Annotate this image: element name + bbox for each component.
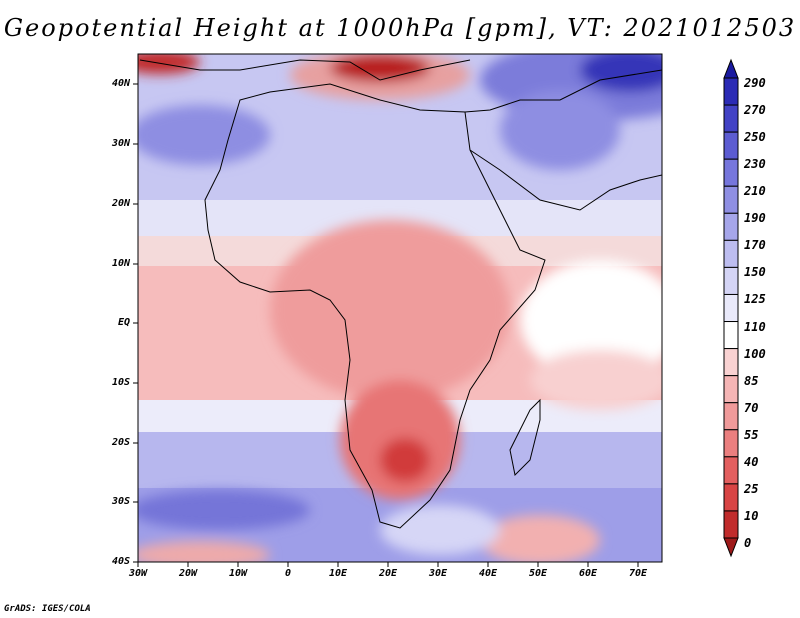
- colorbar-boxes: [723, 77, 739, 539]
- lat-tick-label: 20N: [111, 198, 130, 209]
- lat-tick-label: 10N: [111, 258, 130, 269]
- colorbar-level-label: 70: [744, 400, 759, 415]
- axis-ticks: [133, 83, 639, 567]
- colorbar-level-label: 100: [744, 346, 766, 361]
- colorbar-level-label: 10: [744, 508, 759, 523]
- colorbar-box: [723, 266, 739, 295]
- colorbar-level-label: 210: [744, 184, 766, 199]
- colorbar-max-arrow: [723, 58, 739, 79]
- lon-tick-label: 20W: [178, 568, 198, 579]
- lon-tick-label: 70E: [628, 568, 648, 579]
- coastlines: [139, 59, 662, 529]
- lon-tick-label: 30E: [428, 568, 448, 579]
- colorbar-box: [723, 456, 739, 485]
- lon-tick-label: 10W: [228, 568, 248, 579]
- lat-tick-label: 40N: [111, 78, 130, 89]
- colorbar: [723, 58, 739, 558]
- colorbar-level-label: 190: [744, 211, 766, 226]
- colorbar-level-label: 85: [744, 373, 759, 388]
- colorbar-min-arrow: [723, 537, 739, 558]
- colorbar-box: [723, 402, 739, 431]
- colorbar-box: [723, 158, 739, 187]
- colorbar-level-label: 25: [744, 481, 759, 496]
- colorbar-level-label: 150: [744, 265, 766, 280]
- lon-tick-label: 20E: [378, 568, 398, 579]
- colorbar-level-label: 270: [744, 103, 766, 118]
- lat-tick-label: 40S: [111, 556, 130, 567]
- colorbar-box: [723, 185, 739, 214]
- colorbar-level-label: 250: [744, 130, 766, 145]
- lat-tick-label: 30S: [111, 496, 130, 507]
- lat-tick-label: EQ: [117, 317, 130, 328]
- colorbar-level-label: 125: [744, 292, 766, 307]
- colorbar-level-label: 290: [744, 76, 766, 90]
- colorbar-level-label: 230: [744, 157, 766, 172]
- lon-tick-label: 60E: [578, 568, 598, 579]
- colorbar-box: [723, 510, 739, 539]
- colorbar-level-label: 55: [744, 427, 759, 442]
- plot-frame: [137, 53, 663, 563]
- colorbar-box: [723, 293, 739, 323]
- colorbar-box: [723, 104, 739, 133]
- colorbar-box: [723, 321, 739, 350]
- colorbar-box: [723, 239, 739, 268]
- colorbar-level-label: 0: [744, 536, 752, 550]
- lon-tick-label: 40E: [478, 568, 498, 579]
- lon-tick-label: 50E: [528, 568, 548, 579]
- credit-text: GrADS: IGES/COLA: [4, 604, 91, 614]
- lat-tick-label: 10S: [111, 377, 130, 388]
- colorbar-box: [723, 429, 739, 458]
- colorbar-box: [723, 375, 739, 404]
- lat-tick-label: 20S: [111, 437, 130, 448]
- colorbar-box: [723, 77, 739, 106]
- lat-tick-label: 30N: [111, 138, 130, 149]
- colorbar-box: [723, 212, 739, 241]
- lon-tick-label: 0: [284, 568, 292, 579]
- colorbar-level-label: 110: [744, 319, 766, 334]
- colorbar-box: [723, 131, 739, 160]
- height-field: [138, 54, 662, 562]
- colorbar-level-label: 40: [744, 454, 759, 469]
- lon-tick-label: 30W: [128, 568, 148, 579]
- colorbar-box: [723, 348, 739, 377]
- lon-tick-label: 10E: [328, 568, 348, 579]
- colorbar-box: [723, 483, 739, 512]
- map-title: Geopotential Height at 1000hPa [gpm], VT…: [3, 14, 797, 42]
- colorbar-level-label: 170: [744, 238, 766, 253]
